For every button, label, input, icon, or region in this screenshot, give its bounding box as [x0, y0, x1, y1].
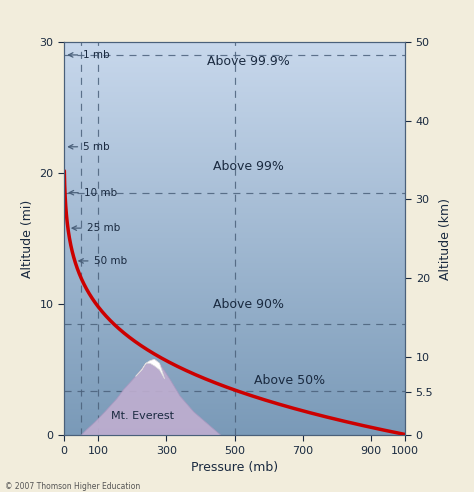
Text: Above 90%: Above 90% [213, 298, 284, 311]
X-axis label: Pressure (mb): Pressure (mb) [191, 461, 278, 474]
Text: © 2007 Thomson Higher Education: © 2007 Thomson Higher Education [5, 482, 140, 491]
Polygon shape [136, 359, 164, 379]
Y-axis label: Altitude (mi): Altitude (mi) [21, 199, 34, 278]
Text: 10 mb: 10 mb [69, 188, 117, 198]
Text: Above 50%: Above 50% [254, 374, 325, 387]
Text: 50 mb: 50 mb [79, 256, 127, 266]
Y-axis label: Altitude (km): Altitude (km) [439, 198, 452, 279]
Text: Mt. Everest: Mt. Everest [111, 411, 174, 421]
Text: Above 99.9%: Above 99.9% [207, 55, 290, 68]
Text: Above 99%: Above 99% [213, 160, 284, 173]
Text: 5 mb: 5 mb [69, 142, 109, 152]
Polygon shape [81, 359, 221, 435]
Text: 1 mb: 1 mb [69, 50, 109, 60]
Text: 25 mb: 25 mb [72, 223, 120, 233]
